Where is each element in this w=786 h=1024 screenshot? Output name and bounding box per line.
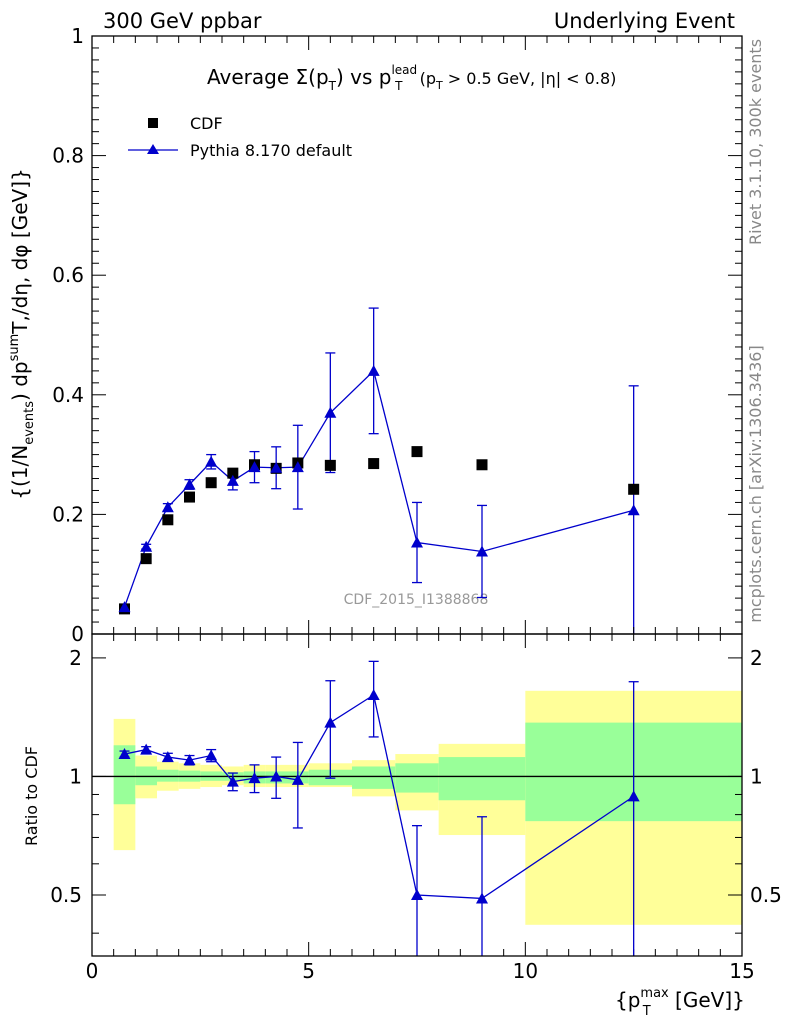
header-left: 300 GeV ppbar <box>103 9 262 33</box>
pythia-point <box>411 536 423 548</box>
main-y-tick-label: 1 <box>71 24 84 48</box>
ratio-ylabel: Ratio to CDF <box>22 746 41 846</box>
ratio-y-tick-label-left: 2 <box>69 646 82 670</box>
xlabel: {pmax T [GeV]} <box>615 986 745 1019</box>
pythia-series-line <box>123 369 634 608</box>
ratio-y-tick-label-right: 1 <box>750 764 763 788</box>
ratio-point <box>411 888 423 900</box>
pythia-point <box>205 455 218 467</box>
x-tick-label: 5 <box>302 959 315 983</box>
cdf-data-point <box>184 491 195 503</box>
pythia-point <box>627 504 640 516</box>
ratio-point <box>248 772 261 784</box>
x-tick-label: 0 <box>86 959 99 983</box>
ratio-point <box>205 749 218 761</box>
pythia-point <box>183 478 196 490</box>
ratio-plot: 0.5 0.5 1 1 2 2 0 5 10 15 <box>50 633 782 983</box>
pythia-point <box>324 406 337 418</box>
pythia-point <box>118 601 131 613</box>
x-tick-label: 10 <box>513 959 538 983</box>
analysis-watermark: CDF_2015_I1388868 <box>344 592 489 608</box>
main-y-tick-label: 0.4 <box>52 383 84 407</box>
ratio-y-tick-label-left: 1 <box>69 764 82 788</box>
x-tick-label: 15 <box>729 959 754 983</box>
uncertainty-band-inner <box>352 766 396 789</box>
ratio-point <box>118 748 131 760</box>
cdf-data-point <box>140 553 152 565</box>
ratio-point <box>140 743 153 755</box>
main-ylabel: {(1/Nevents) dpsumT,/dη, dφ [GeV]} <box>7 168 37 499</box>
pythia-point <box>291 461 304 473</box>
cdf-data-point <box>227 467 239 479</box>
ratio-y-tick-label-right: 0.5 <box>750 883 782 907</box>
cdf-data-point <box>162 514 174 526</box>
cdf-data-point <box>476 459 488 471</box>
legend-cdf-label: CDF <box>190 114 223 133</box>
cdf-data-point <box>628 483 640 495</box>
ratio-series-line <box>124 693 635 900</box>
pythia-point <box>140 540 153 552</box>
cdf-data-point <box>411 446 423 458</box>
ratio-point <box>476 892 488 904</box>
ratio-point <box>183 754 196 766</box>
ratio-frame <box>91 633 743 957</box>
main-y-tick-label: 0.8 <box>52 144 84 168</box>
uncertainty-band-inner <box>113 745 136 805</box>
cdf-data-point <box>368 458 380 470</box>
pythia-point <box>226 474 239 486</box>
pythia-point <box>476 545 488 557</box>
side-label-mcplots: mcplots.cern.ch [arXiv:1306.3436] <box>746 345 765 622</box>
uncertainty-band-inner <box>395 763 439 793</box>
legend-pythia-marker <box>147 144 159 154</box>
ratio-point <box>627 790 640 802</box>
ratio-point <box>291 773 304 785</box>
main-title: Average Σ(pT) vs plead T (pT > 0.5 GeV, |… <box>207 63 616 93</box>
ratio-point <box>270 770 283 782</box>
uncertainty-band-inner <box>438 757 526 801</box>
pythia-point <box>248 461 261 473</box>
main-y-tick-label: 0.2 <box>52 502 84 526</box>
cdf-data-point <box>324 459 336 471</box>
side-label-rivet: Rivet 3.1.10, 300k events <box>746 39 765 245</box>
main-y-tick-label: 0 <box>71 622 84 646</box>
cdf-data-point <box>205 477 217 489</box>
ratio-point <box>161 751 174 763</box>
ratio-point <box>324 716 337 728</box>
ratio-point <box>367 689 380 701</box>
ratio-y-tick-label-left: 0.5 <box>50 883 82 907</box>
ratio-y-tick-label-right: 2 <box>750 646 763 670</box>
legend-cdf-marker <box>148 118 158 128</box>
ratio-point <box>226 775 239 787</box>
header-right: Underlying Event <box>554 9 735 33</box>
main-plot: 0 0.2 0.4 0.6 0.8 1 <box>52 24 743 956</box>
legend-pythia-label: Pythia 8.170 default <box>190 141 352 160</box>
uncertainty-band-inner <box>157 769 179 782</box>
pythia-point <box>270 461 283 473</box>
pythia-point <box>161 501 174 513</box>
pythia-point <box>367 364 380 376</box>
main-y-tick-label: 0.6 <box>52 263 84 287</box>
